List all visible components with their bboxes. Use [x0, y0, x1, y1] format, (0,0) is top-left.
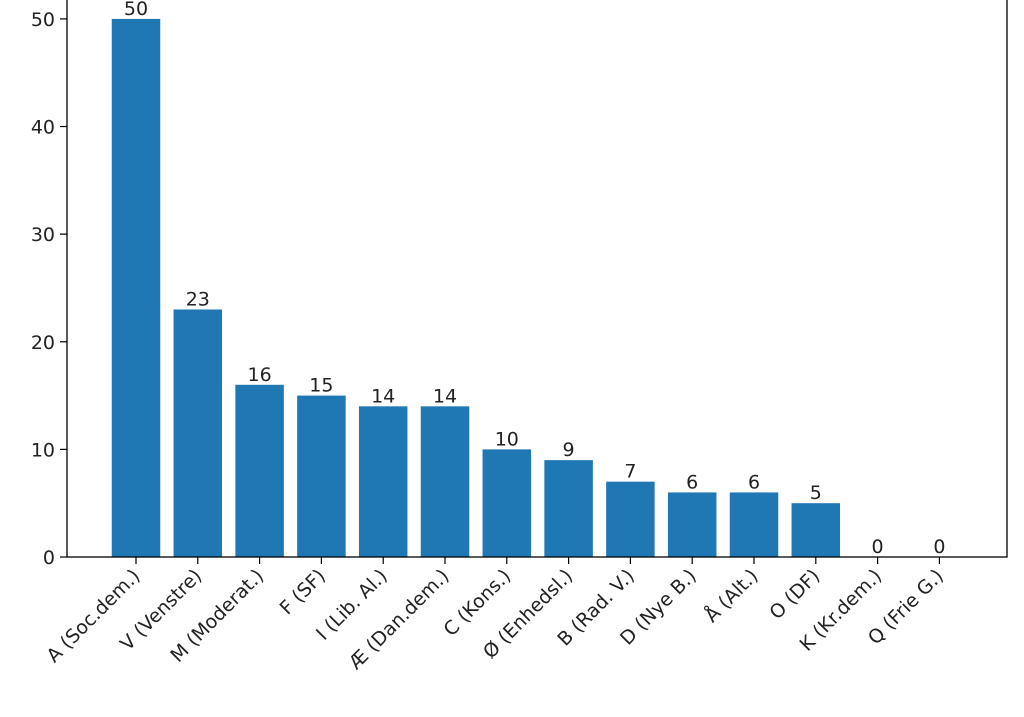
y-tick-label: 50: [31, 9, 55, 31]
bar-value-label: 7: [624, 461, 636, 483]
bar-value-label: 6: [686, 471, 698, 493]
bar: [482, 449, 532, 557]
bar: [111, 18, 161, 557]
x-axis: A (Soc.dem.)V (Venstre)M (Moderat.) F (SF…: [42, 557, 948, 674]
y-tick-label: 40: [31, 117, 55, 139]
bar-value-label: 50: [124, 0, 148, 20]
bar: [420, 406, 470, 557]
bar: [235, 384, 284, 557]
bar: [667, 492, 717, 557]
y-tick-label: 20: [31, 332, 55, 354]
y-axis: 0 10 20 30 40 50: [31, 9, 67, 569]
bar: [544, 460, 593, 557]
bar-value-label: 0: [933, 536, 945, 558]
y-tick-label: 30: [31, 224, 55, 246]
bar-value-label: 16: [248, 364, 272, 386]
bar-value-label: 5: [810, 482, 822, 504]
bar-value-label: 23: [186, 288, 210, 310]
y-tick-label: 0: [43, 547, 55, 569]
bar-value-label: 14: [433, 385, 457, 407]
bar-value-label: 15: [309, 375, 333, 397]
bar-value-label: 6: [748, 471, 760, 493]
bar-value-label: 0: [872, 536, 884, 558]
y-tick-label: 10: [31, 439, 55, 461]
bar: [729, 492, 779, 557]
x-tick-label: Å (Alt.): [700, 564, 763, 627]
bars-group: [111, 18, 841, 557]
bar: [606, 481, 655, 557]
bar: [791, 503, 841, 557]
x-tick-label: O (DF): [765, 565, 824, 624]
bar-value-label: 14: [371, 385, 395, 407]
plot-frame: [66, 0, 1008, 558]
bar: [358, 406, 408, 557]
bar: [297, 395, 346, 557]
bar-value-label: 10: [495, 428, 519, 450]
bar: [173, 309, 223, 557]
x-tick-label: F (SF): [276, 565, 330, 619]
bar-value-label: 9: [563, 439, 575, 461]
